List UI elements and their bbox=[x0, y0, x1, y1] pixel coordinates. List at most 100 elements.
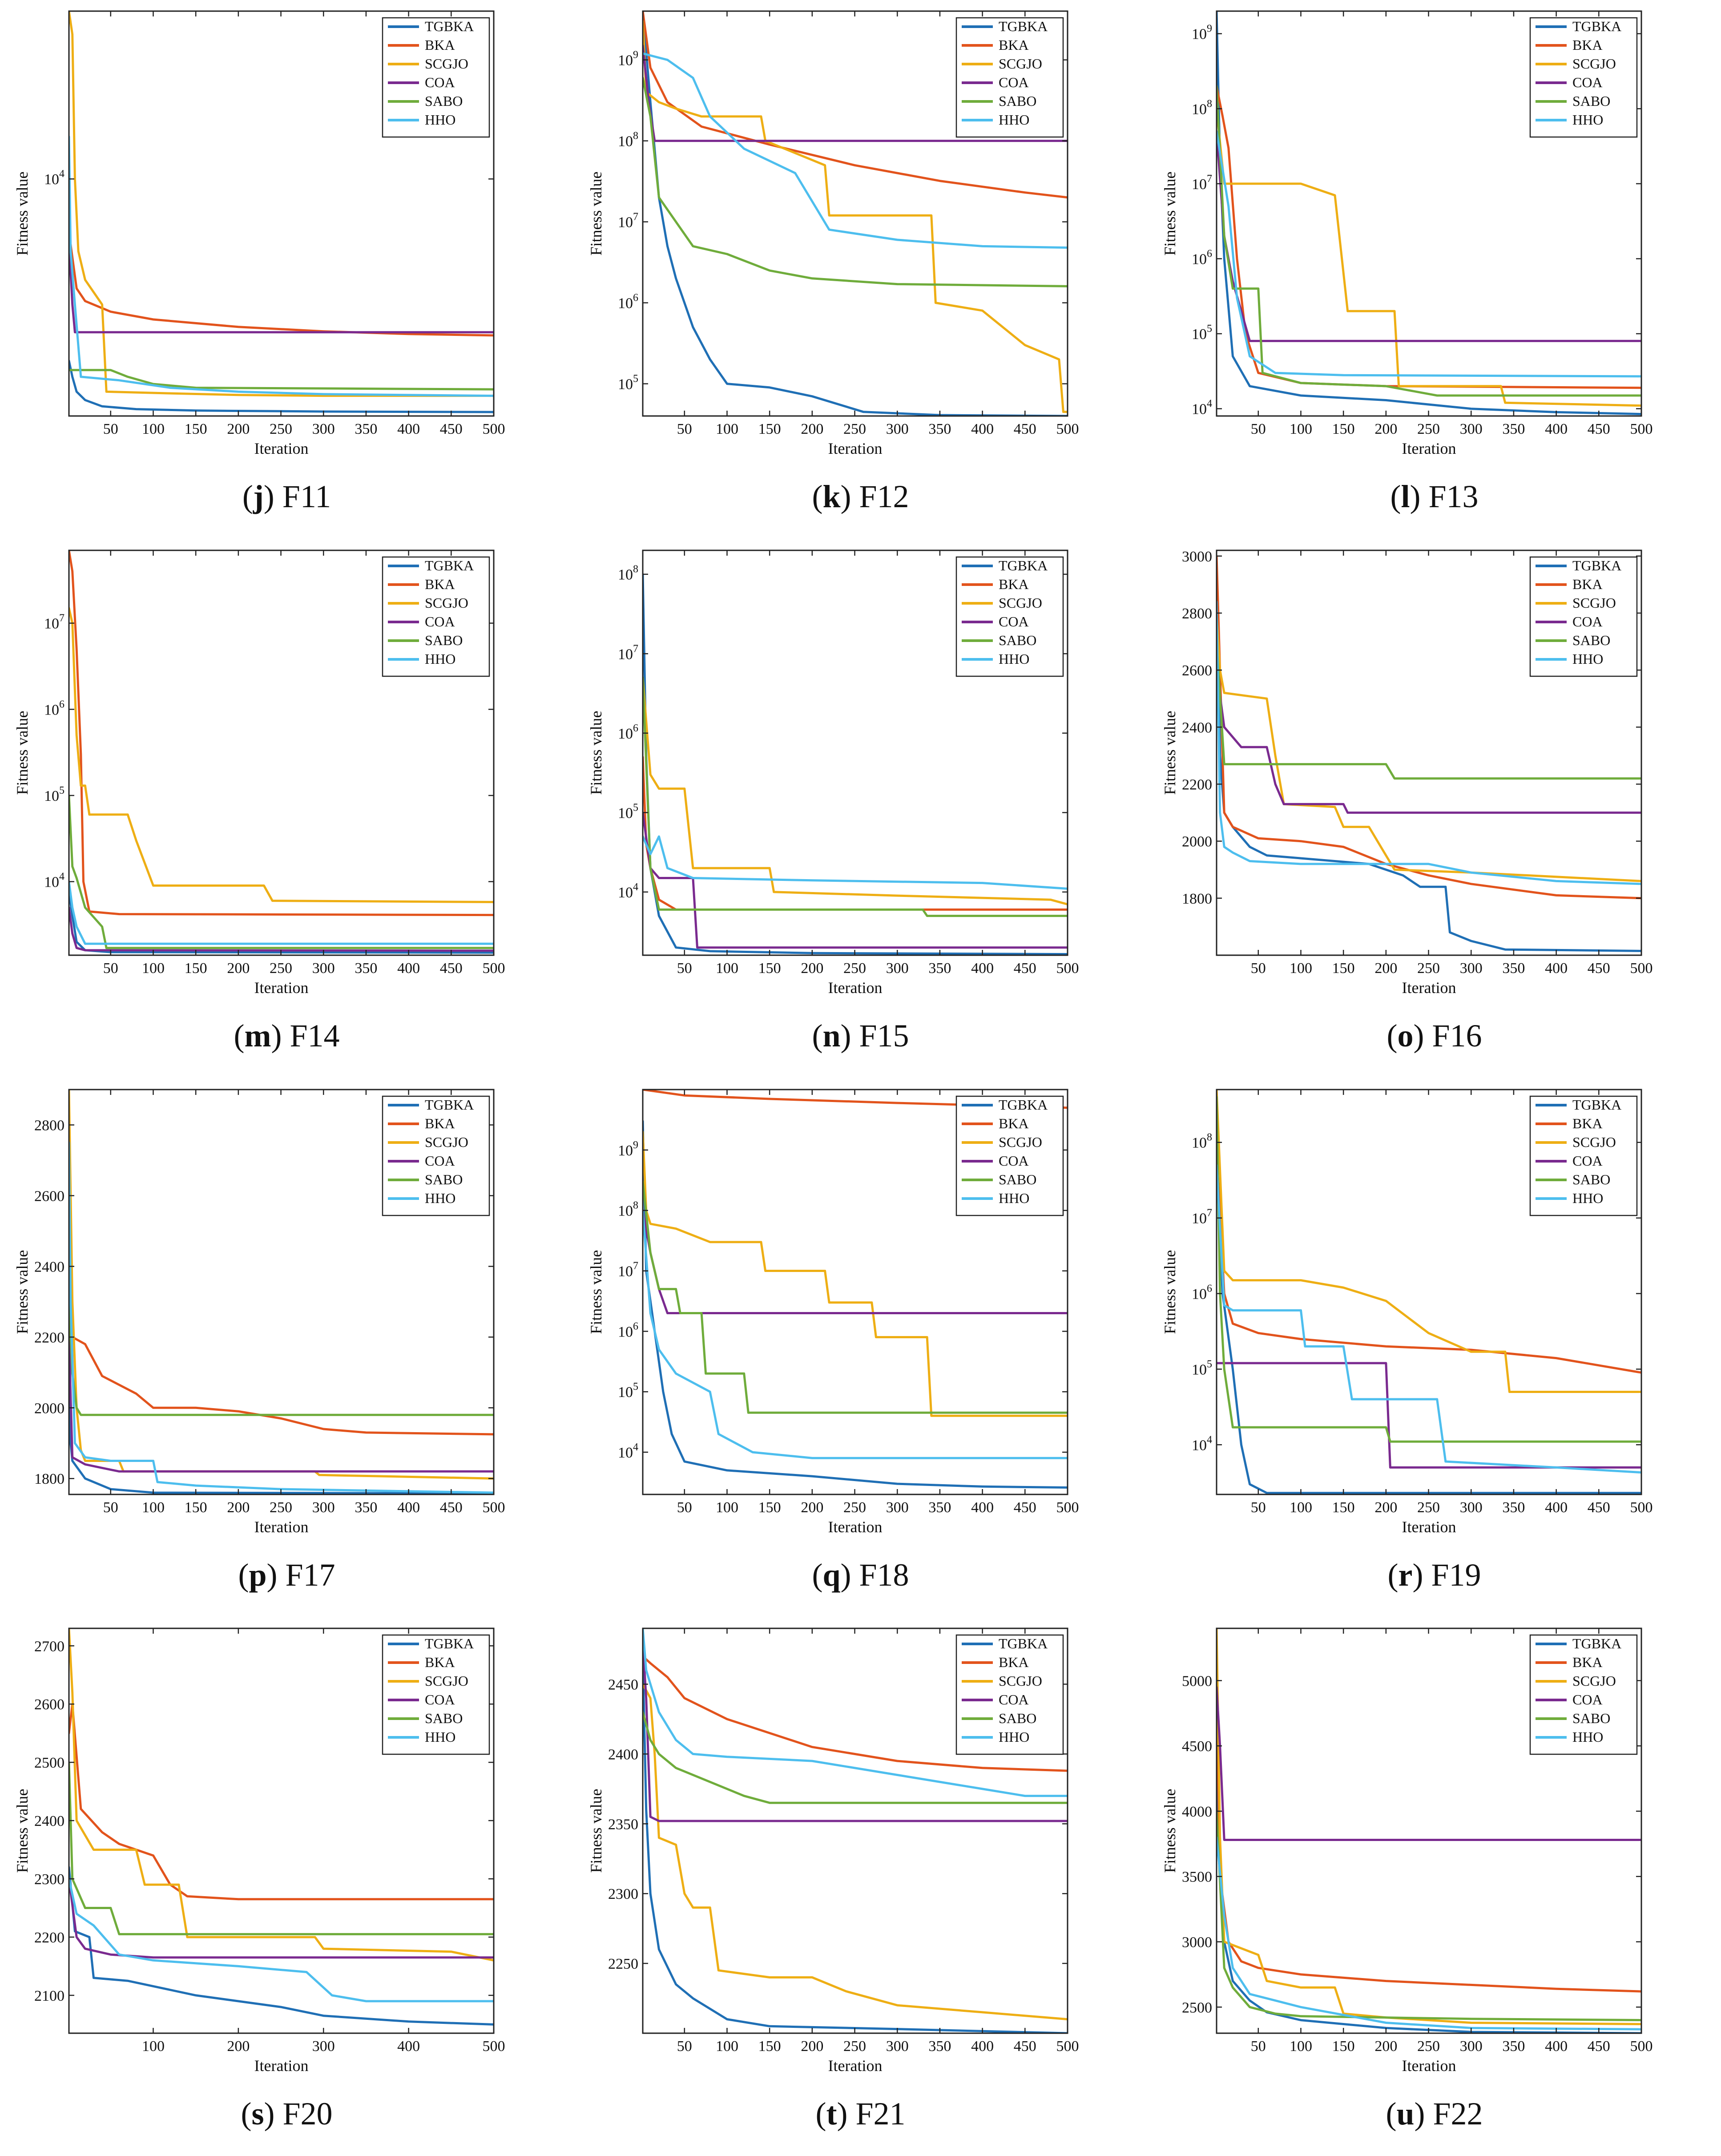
caption-function: F11 bbox=[282, 479, 331, 514]
legend-label-bka: BKA bbox=[425, 37, 455, 53]
y-tick-label: 105 bbox=[618, 802, 638, 821]
y-tick-label: 109 bbox=[618, 49, 638, 69]
x-tick-label: 100 bbox=[142, 2038, 165, 2055]
legend-box bbox=[1529, 1095, 1638, 1216]
legend-label-bka: BKA bbox=[425, 1654, 455, 1670]
y-tick-label: 2250 bbox=[608, 1956, 638, 1972]
legend-label-sabo: SABO bbox=[999, 1710, 1036, 1726]
y-tick-label: 104 bbox=[1192, 398, 1212, 418]
x-tick-label: 450 bbox=[1588, 960, 1610, 977]
x-tick-label: 500 bbox=[1056, 960, 1079, 977]
legend-label-hho: HHO bbox=[999, 1729, 1029, 1745]
series-line-bka bbox=[1217, 1148, 1641, 1374]
series-line-hho bbox=[643, 52, 1068, 249]
x-tick-label: 150 bbox=[1332, 2038, 1355, 2055]
legend-label-scgjo: SCGJO bbox=[425, 1134, 468, 1150]
chart-j-f11: 50 100 150 200 250 300 350 400 450 500 104 Iteratio… bbox=[13, 10, 505, 457]
legend-label-coa: COA bbox=[425, 1153, 455, 1169]
x-tick-label: 50 bbox=[677, 1499, 692, 1516]
y-tick-label: 108 bbox=[618, 564, 638, 583]
x-tick-label: 50 bbox=[1251, 1499, 1266, 1516]
caption-function: F20 bbox=[282, 2096, 333, 2132]
series-line-bka bbox=[69, 1230, 494, 1436]
x-tick-label: 150 bbox=[758, 960, 781, 977]
x-tick-label: 300 bbox=[886, 2038, 909, 2055]
series-line-hho bbox=[1217, 1836, 1641, 2031]
y-tick-label: 2450 bbox=[608, 1677, 638, 1693]
y-tick-label: 2300 bbox=[34, 1871, 64, 1888]
x-tick-label: 150 bbox=[185, 960, 207, 977]
y-axis-title: Fitness value bbox=[1161, 1250, 1179, 1334]
y-tick-label: 108 bbox=[1192, 98, 1212, 117]
series-line-bka bbox=[643, 11, 1068, 199]
chart-m-f14: 50 100 150 200 250 300 350 400 450 500 104 105 106 10… bbox=[13, 549, 505, 997]
caption-label: q bbox=[822, 1557, 841, 1593]
panel-p-f17: 50 100 150 200 250 300 350 400 450 500 1800 2000 220… bbox=[0, 1078, 573, 1617]
series-group bbox=[1217, 1628, 1641, 2033]
series-line-scgjo bbox=[643, 1130, 1068, 1417]
legend-box bbox=[955, 556, 1064, 677]
series-line-tgbka bbox=[643, 1655, 1068, 2033]
panel-n-f15: 50 100 150 200 250 300 350 400 450 500 104 105 106 10… bbox=[574, 539, 1147, 1078]
series-line-bka bbox=[69, 231, 494, 337]
legend: TGBKA BKA SCGJO COA SABO HHO bbox=[1529, 1095, 1638, 1216]
legend-box bbox=[955, 1095, 1064, 1216]
series-line-bka bbox=[643, 1655, 1068, 1772]
x-tick-label: 300 bbox=[886, 960, 909, 977]
x-tick-label: 350 bbox=[1502, 2038, 1525, 2055]
legend-label-hho: HHO bbox=[999, 112, 1029, 128]
caption-k-f12: (k) F12 bbox=[812, 479, 909, 514]
series-line-sabo bbox=[643, 1180, 1068, 1414]
series-line-coa bbox=[1217, 130, 1641, 342]
y-tick-label: 108 bbox=[618, 130, 638, 150]
y-tick-label: 105 bbox=[1192, 323, 1212, 343]
y-tick-label: 2600 bbox=[34, 1696, 64, 1713]
x-tick-label: 50 bbox=[677, 960, 692, 977]
x-tick-label: 200 bbox=[1374, 2038, 1397, 2055]
series-line-sabo bbox=[643, 676, 1068, 917]
legend-label-hho: HHO bbox=[1572, 1190, 1603, 1206]
series-line-tgbka bbox=[69, 888, 494, 954]
y-tick-label: 104 bbox=[44, 871, 64, 891]
series-line-hho bbox=[1217, 1164, 1641, 1474]
legend-label-scgjo: SCGJO bbox=[999, 56, 1042, 72]
x-tick-label: 300 bbox=[312, 421, 335, 437]
x-axis-title: Iteration bbox=[828, 2057, 883, 2075]
y-tick-label: 2200 bbox=[1182, 776, 1212, 793]
x-axis-title: Iteration bbox=[254, 440, 309, 457]
legend-label-bka: BKA bbox=[425, 576, 455, 592]
y-tick-label: 3000 bbox=[1182, 549, 1212, 565]
legend-label-tgbka: TGBKA bbox=[425, 1097, 474, 1113]
series-line-hho bbox=[643, 835, 1068, 890]
series-line-hho bbox=[643, 1209, 1068, 1459]
legend: TGBKA BKA SCGJO COA SABO HHO bbox=[382, 17, 490, 138]
caption-label: s bbox=[251, 2096, 264, 2132]
legend-label-tgbka: TGBKA bbox=[999, 1097, 1048, 1113]
legend-label-tgbka: TGBKA bbox=[425, 557, 474, 573]
x-tick-label: 250 bbox=[1417, 421, 1440, 437]
series-line-scgjo bbox=[1217, 1090, 1641, 1393]
y-tick-label: 107 bbox=[618, 643, 638, 662]
x-tick-label: 50 bbox=[103, 960, 118, 977]
x-tick-label: 50 bbox=[677, 421, 692, 437]
legend-label-scgjo: SCGJO bbox=[999, 595, 1042, 611]
legend-label-hho: HHO bbox=[425, 1729, 455, 1745]
x-tick-label: 500 bbox=[1056, 2038, 1079, 2055]
y-tick-label: 2500 bbox=[34, 1755, 64, 1771]
legend-label-hho: HHO bbox=[1572, 651, 1603, 667]
y-tick-label: 107 bbox=[1192, 173, 1212, 193]
x-tick-label: 350 bbox=[1502, 960, 1525, 977]
legend-label-hho: HHO bbox=[1572, 112, 1603, 128]
series-line-scgjo bbox=[1217, 612, 1641, 882]
y-tick-label: 2400 bbox=[608, 1746, 638, 1763]
legend-label-tgbka: TGBKA bbox=[1572, 18, 1621, 34]
y-tick-label: 106 bbox=[1192, 1283, 1212, 1303]
caption-function: F16 bbox=[1432, 1018, 1482, 1054]
y-tick-label: 109 bbox=[618, 1139, 638, 1159]
legend: TGBKA BKA SCGJO COA SABO HHO bbox=[1529, 17, 1638, 138]
series-line-coa bbox=[1217, 669, 1641, 814]
x-tick-label: 350 bbox=[355, 1499, 377, 1516]
x-tick-label: 200 bbox=[801, 2038, 823, 2055]
y-tick-label: 4500 bbox=[1182, 1738, 1212, 1755]
series-group bbox=[1217, 11, 1641, 416]
